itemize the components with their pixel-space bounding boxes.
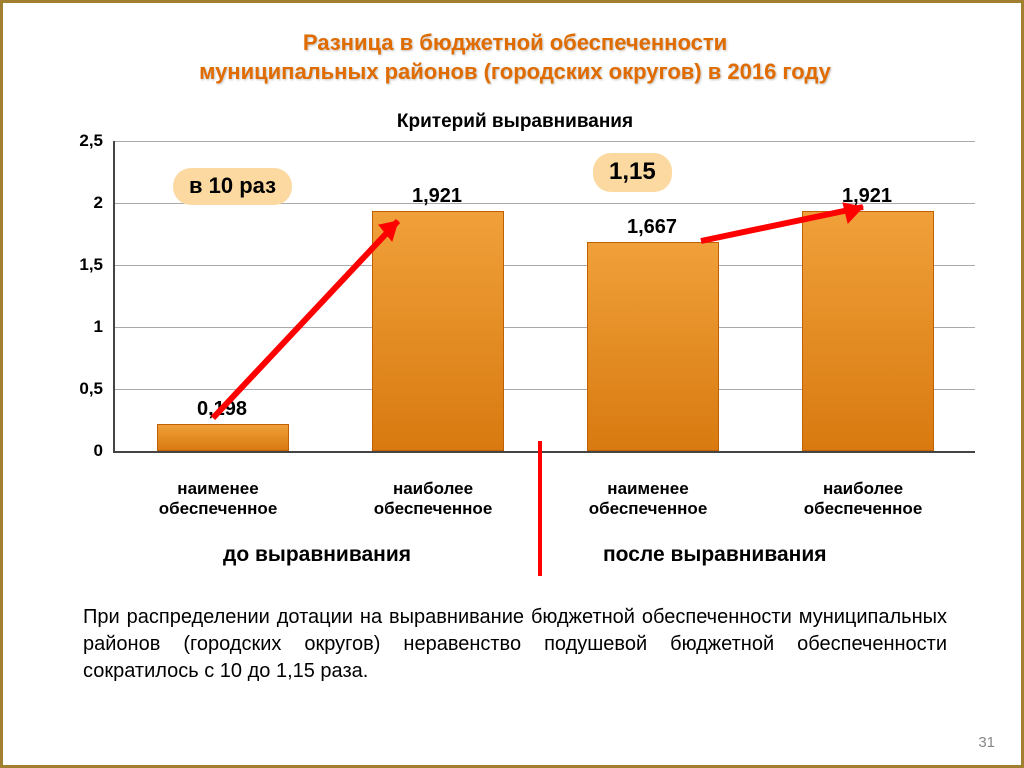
title-line-2: муниципальных районов (городских округов… (199, 59, 831, 84)
ytick-1: 0,5 (63, 379, 103, 399)
badge-ratio-after: 1,15 (593, 153, 672, 192)
ytick-4: 2 (63, 193, 103, 213)
ytick-3: 1,5 (63, 255, 103, 275)
description-paragraph: При распределении дотации на выравнивани… (83, 604, 947, 685)
badge-ratio-before: в 10 раз (173, 168, 292, 205)
slide-title: Разница в бюджетной обеспеченности муниц… (3, 29, 1024, 86)
chart-subtitle: Критерий выравнивания (3, 111, 1024, 133)
page-number: 31 (978, 734, 995, 751)
bar-3 (587, 242, 719, 451)
ytick-0: 0 (63, 441, 103, 461)
ytick-2: 1 (63, 317, 103, 337)
ytick-5: 2,5 (63, 131, 103, 151)
bar-label-3: 1,667 (627, 216, 677, 239)
group-before: до выравнивания (223, 543, 411, 567)
xcat-1: наименее обеспеченное (128, 479, 308, 518)
xcat-2: наиболее обеспеченное (343, 479, 523, 518)
title-line-1: Разница в бюджетной обеспеченности (303, 30, 727, 55)
bar-1 (157, 424, 289, 451)
xcat-3: наименее обеспеченное (558, 479, 738, 518)
group-divider (538, 441, 542, 576)
arrow-after (693, 193, 883, 253)
slide: Разница в бюджетной обеспеченности муниц… (0, 0, 1024, 768)
gridline (115, 141, 975, 142)
arrow-before (203, 203, 423, 428)
xcat-4: наиболее обеспеченное (773, 479, 953, 518)
group-after: после выравнивания (603, 543, 827, 567)
